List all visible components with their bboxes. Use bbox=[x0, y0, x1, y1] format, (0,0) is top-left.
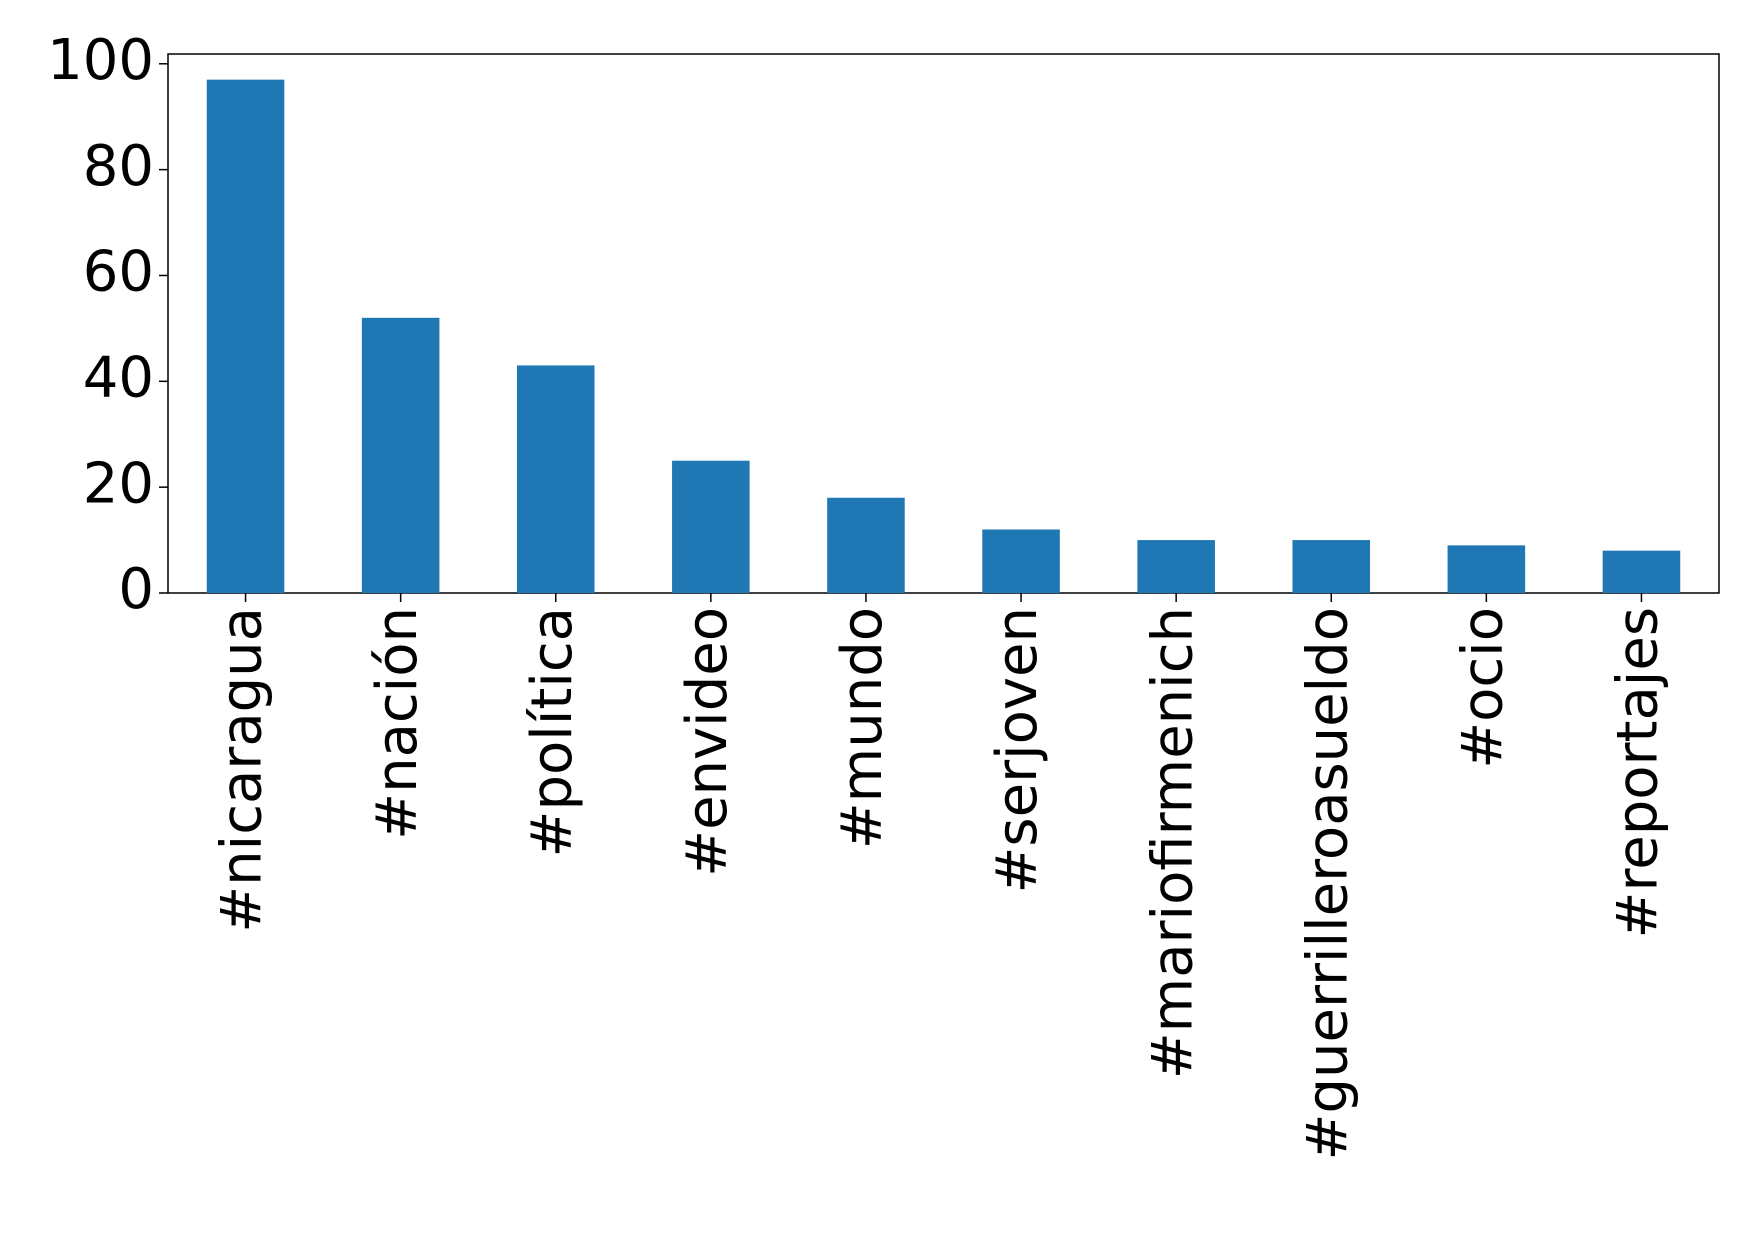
x-tick-label: #serjoven bbox=[985, 607, 1050, 893]
bar bbox=[1292, 540, 1371, 593]
x-tick-label: #guerrilleroasueldo bbox=[1295, 607, 1360, 1160]
y-tick-label: 0 bbox=[118, 557, 154, 622]
bar bbox=[672, 460, 750, 593]
y-tick-label: 40 bbox=[83, 345, 154, 410]
bar bbox=[1602, 550, 1681, 593]
plot-frame bbox=[167, 53, 1720, 594]
x-tick-label: #nicaragua bbox=[210, 607, 275, 933]
x-tick-label: #ocio bbox=[1450, 607, 1515, 769]
y-tick-label: 80 bbox=[83, 134, 154, 199]
bar bbox=[982, 529, 1060, 593]
y-tick-label: 100 bbox=[47, 28, 154, 93]
bar bbox=[361, 317, 440, 593]
bar bbox=[827, 497, 905, 593]
bar bbox=[206, 79, 285, 593]
bar bbox=[1137, 540, 1215, 593]
y-tick-label: 60 bbox=[83, 240, 154, 305]
x-tick-label: #envideo bbox=[675, 607, 740, 877]
y-tick-label: 20 bbox=[83, 451, 154, 516]
x-tick-label: #mariofirmenich bbox=[1140, 607, 1205, 1079]
x-tick-label: #reportajes bbox=[1606, 607, 1671, 938]
x-tick-label: #mundo bbox=[830, 607, 895, 849]
x-tick-label: #nación bbox=[365, 607, 430, 840]
x-tick-label: #política bbox=[520, 607, 585, 857]
bar bbox=[516, 365, 595, 593]
bar bbox=[1447, 545, 1526, 593]
